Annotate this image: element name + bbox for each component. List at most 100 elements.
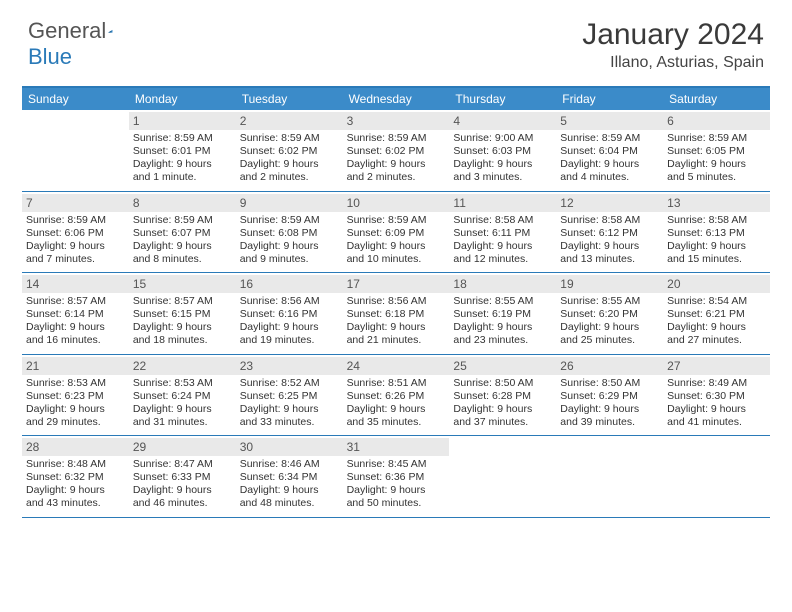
day-number: 26	[556, 357, 663, 375]
daylight-line: and 9 minutes.	[240, 253, 339, 266]
logo-blue-text-wrap: Blue	[28, 44, 72, 70]
day-cell: 23Sunrise: 8:52 AMSunset: 6:25 PMDayligh…	[236, 355, 343, 436]
daylight-line: Daylight: 9 hours	[453, 321, 552, 334]
day-cell: 9Sunrise: 8:59 AMSunset: 6:08 PMDaylight…	[236, 192, 343, 273]
day-number: 21	[22, 357, 129, 375]
daylight-line: and 25 minutes.	[560, 334, 659, 347]
day-number: 24	[343, 357, 450, 375]
day-cell: 15Sunrise: 8:57 AMSunset: 6:15 PMDayligh…	[129, 273, 236, 354]
daylight-line: Daylight: 9 hours	[133, 321, 232, 334]
daylight-line: Daylight: 9 hours	[453, 158, 552, 171]
daylight-line: Daylight: 9 hours	[26, 321, 125, 334]
day-number: 20	[663, 275, 770, 293]
sunset-line: Sunset: 6:36 PM	[347, 471, 446, 484]
sunset-line: Sunset: 6:02 PM	[240, 145, 339, 158]
daylight-line: Daylight: 9 hours	[347, 321, 446, 334]
sunrise-line: Sunrise: 8:59 AM	[667, 132, 766, 145]
sunset-line: Sunset: 6:07 PM	[133, 227, 232, 240]
daylight-line: Daylight: 9 hours	[667, 240, 766, 253]
logo-text-general: General	[28, 18, 106, 44]
sunrise-line: Sunrise: 8:46 AM	[240, 458, 339, 471]
sunset-line: Sunset: 6:13 PM	[667, 227, 766, 240]
day-cell: 25Sunrise: 8:50 AMSunset: 6:28 PMDayligh…	[449, 355, 556, 436]
daylight-line: Daylight: 9 hours	[560, 158, 659, 171]
day-number: 18	[449, 275, 556, 293]
sunrise-line: Sunrise: 8:56 AM	[347, 295, 446, 308]
sunrise-line: Sunrise: 8:59 AM	[347, 132, 446, 145]
day-number: 30	[236, 438, 343, 456]
daylight-line: and 2 minutes.	[240, 171, 339, 184]
sunset-line: Sunset: 6:16 PM	[240, 308, 339, 321]
sunrise-line: Sunrise: 8:59 AM	[133, 132, 232, 145]
day-number: 10	[343, 194, 450, 212]
day-cell	[449, 436, 556, 517]
sunrise-line: Sunrise: 8:55 AM	[560, 295, 659, 308]
day-cell: 5Sunrise: 8:59 AMSunset: 6:04 PMDaylight…	[556, 110, 663, 191]
day-cell: 17 Sunrise: 8:56 AMSunset: 6:18 PMDayligh…	[343, 273, 450, 354]
day-cell: 20Sunrise: 8:54 AMSunset: 6:21 PMDayligh…	[663, 273, 770, 354]
daylight-line: Daylight: 9 hours	[133, 158, 232, 171]
day-cell: 16Sunrise: 8:56 AMSunset: 6:16 PMDayligh…	[236, 273, 343, 354]
day-cell: 21Sunrise: 8:53 AMSunset: 6:23 PMDayligh…	[22, 355, 129, 436]
day-number: 1	[129, 112, 236, 130]
day-number: 19	[556, 275, 663, 293]
day-cell: 28Sunrise: 8:48 AMSunset: 6:32 PMDayligh…	[22, 436, 129, 517]
daylight-line: Daylight: 9 hours	[133, 403, 232, 416]
dow-friday: Friday	[556, 88, 663, 110]
daylight-line: and 50 minutes.	[347, 497, 446, 510]
day-number: 27	[663, 357, 770, 375]
day-number: 28	[22, 438, 129, 456]
sunrise-line: Sunrise: 8:54 AM	[667, 295, 766, 308]
sunset-line: Sunset: 6:19 PM	[453, 308, 552, 321]
day-number: 3	[343, 112, 450, 130]
week-row: 21Sunrise: 8:53 AMSunset: 6:23 PMDayligh…	[22, 355, 770, 437]
sunset-line: Sunset: 6:18 PM	[347, 308, 446, 321]
day-number: 4	[449, 112, 556, 130]
day-cell: 3Sunrise: 8:59 AMSunset: 6:02 PMDaylight…	[343, 110, 450, 191]
dow-row: Sunday Monday Tuesday Wednesday Thursday…	[22, 88, 770, 110]
logo: General	[28, 18, 134, 44]
daylight-line: Daylight: 9 hours	[453, 403, 552, 416]
daylight-line: Daylight: 9 hours	[240, 158, 339, 171]
day-cell: 8Sunrise: 8:59 AMSunset: 6:07 PMDaylight…	[129, 192, 236, 273]
daylight-line: and 23 minutes.	[453, 334, 552, 347]
daylight-line: and 39 minutes.	[560, 416, 659, 429]
day-number: 7	[22, 194, 129, 212]
daylight-line: and 21 minutes.	[347, 334, 446, 347]
day-number: 12	[556, 194, 663, 212]
day-number: 17	[343, 275, 450, 293]
daylight-line: and 7 minutes.	[26, 253, 125, 266]
sunrise-line: Sunrise: 8:59 AM	[240, 214, 339, 227]
daylight-line: Daylight: 9 hours	[347, 484, 446, 497]
week-row: 28Sunrise: 8:48 AMSunset: 6:32 PMDayligh…	[22, 436, 770, 518]
daylight-line: Daylight: 9 hours	[453, 240, 552, 253]
daylight-line: and 43 minutes.	[26, 497, 125, 510]
header: General January 2024 Illano, Asturias, S…	[0, 0, 792, 80]
dow-saturday: Saturday	[663, 88, 770, 110]
month-title: January 2024	[582, 18, 764, 52]
day-cell: 24Sunrise: 8:51 AMSunset: 6:26 PMDayligh…	[343, 355, 450, 436]
sunrise-line: Sunrise: 8:50 AM	[560, 377, 659, 390]
daylight-line: and 19 minutes.	[240, 334, 339, 347]
sunset-line: Sunset: 6:01 PM	[133, 145, 232, 158]
location: Illano, Asturias, Spain	[582, 54, 764, 72]
day-number: 5	[556, 112, 663, 130]
dow-tuesday: Tuesday	[236, 88, 343, 110]
daylight-line: and 33 minutes.	[240, 416, 339, 429]
sunrise-line: Sunrise: 8:57 AM	[133, 295, 232, 308]
day-cell: 19Sunrise: 8:55 AMSunset: 6:20 PMDayligh…	[556, 273, 663, 354]
day-number: 2	[236, 112, 343, 130]
daylight-line: Daylight: 9 hours	[240, 240, 339, 253]
daylight-line: Daylight: 9 hours	[240, 403, 339, 416]
day-number: 8	[129, 194, 236, 212]
daylight-line: Daylight: 9 hours	[26, 403, 125, 416]
daylight-line: and 16 minutes.	[26, 334, 125, 347]
sunrise-line: Sunrise: 8:53 AM	[26, 377, 125, 390]
sunset-line: Sunset: 6:28 PM	[453, 390, 552, 403]
day-number: 15	[129, 275, 236, 293]
daylight-line: and 5 minutes.	[667, 171, 766, 184]
daylight-line: and 46 minutes.	[133, 497, 232, 510]
day-cell: 29Sunrise: 8:47 AMSunset: 6:33 PMDayligh…	[129, 436, 236, 517]
week-row: 14Sunrise: 8:57 AMSunset: 6:14 PMDayligh…	[22, 273, 770, 355]
daylight-line: Daylight: 9 hours	[26, 484, 125, 497]
